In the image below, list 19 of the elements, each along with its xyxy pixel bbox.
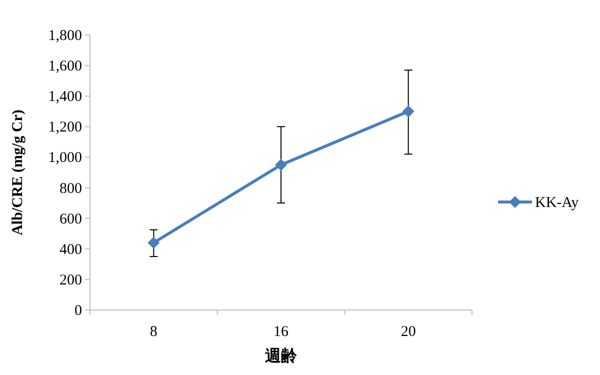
- y-tick-label: 600: [60, 211, 82, 228]
- legend-label: KK-Ay: [535, 195, 580, 211]
- y-tick-label: 1,400: [48, 89, 82, 106]
- y-tick-label: 1,000: [48, 150, 82, 166]
- y-tick-label: 200: [60, 272, 82, 288]
- y-tick-label: 1,800: [48, 28, 82, 44]
- point: [275, 158, 287, 171]
- x-tick-label: 8: [150, 324, 158, 340]
- point: [148, 236, 160, 249]
- x-tick-label: 20: [400, 324, 416, 340]
- y-tick-label: 0: [74, 303, 82, 319]
- point: [402, 105, 414, 118]
- y-tick-label: 400: [60, 242, 82, 258]
- y-tick-label: 800: [60, 180, 82, 197]
- x-axis-title: 週齢: [264, 347, 298, 365]
- y-axis-title: Alb/CRE (mg/g Cr): [10, 110, 26, 236]
- y-tick-label: 1,200: [48, 120, 82, 136]
- y-tick-label: 1,600: [48, 58, 82, 75]
- x-tick-label: 16: [274, 324, 289, 340]
